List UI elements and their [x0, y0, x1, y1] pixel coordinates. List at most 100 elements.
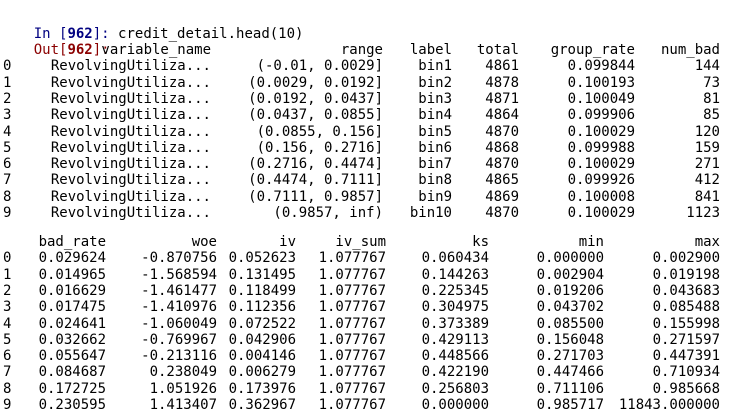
- table-cell: 0.230595: [16, 397, 106, 413]
- table-cell: 4861: [459, 58, 519, 74]
- table-cell: (0.156, 0.2716]: [213, 140, 383, 156]
- table-cell: 0.043683: [605, 283, 720, 299]
- table-cell: -0.769967: [117, 332, 217, 348]
- table-cell: 0.172725: [16, 381, 106, 397]
- table-cell: RevolvingUtiliza...: [21, 140, 211, 156]
- input-line[interactable]: In [962]: credit_detail.head(10): [0, 10, 303, 26]
- row-index: 5: [3, 332, 11, 348]
- table-cell: 1.077767: [306, 267, 386, 283]
- column-header: num_bad: [640, 42, 720, 58]
- column-header: iv: [216, 234, 296, 250]
- table-cell: 0.985668: [605, 381, 720, 397]
- row-index: 4: [3, 124, 11, 140]
- input-code[interactable]: credit_detail.head(10): [118, 26, 303, 42]
- table-cell: 0.100049: [525, 91, 635, 107]
- table-cell: 0.447466: [504, 364, 604, 380]
- table-cell: bin4: [392, 107, 452, 123]
- table-cell: 0.131495: [216, 267, 296, 283]
- row-index: 6: [3, 348, 11, 364]
- table-cell: -0.213116: [117, 348, 217, 364]
- row-index: 8: [3, 189, 11, 205]
- table-cell: -1.461477: [117, 283, 217, 299]
- table-cell: RevolvingUtiliza...: [21, 156, 211, 172]
- table-cell: -1.060049: [117, 316, 217, 332]
- table-cell: 0.072522: [216, 316, 296, 332]
- table-cell: (-0.01, 0.0029]: [213, 58, 383, 74]
- table-cell: 0.043702: [504, 299, 604, 315]
- table-cell: (0.0029, 0.0192]: [213, 75, 383, 91]
- table-cell: 1.077767: [306, 397, 386, 413]
- table-cell: 0.099926: [525, 172, 635, 188]
- table-cell: 0.711106: [504, 381, 604, 397]
- table-cell: 0.173976: [216, 381, 296, 397]
- table-cell: 0.271703: [504, 348, 604, 364]
- table-cell: -1.568594: [117, 267, 217, 283]
- table-cell: 4871: [459, 91, 519, 107]
- column-header: total: [459, 42, 519, 58]
- table-cell: 0.084687: [16, 364, 106, 380]
- table-cell: RevolvingUtiliza...: [21, 189, 211, 205]
- table-cell: 0.422190: [399, 364, 489, 380]
- table-cell: 0.000000: [399, 397, 489, 413]
- column-header: group_rate: [525, 42, 635, 58]
- table-cell: 0.004146: [216, 348, 296, 364]
- row-index: 1: [3, 75, 11, 91]
- table-cell: 4870: [459, 124, 519, 140]
- table-cell: RevolvingUtiliza...: [21, 124, 211, 140]
- row-index: 2: [3, 283, 11, 299]
- table-cell: 1.077767: [306, 283, 386, 299]
- table-cell: 0.017475: [16, 299, 106, 315]
- table-cell: 0.710934: [605, 364, 720, 380]
- row-index: 7: [3, 172, 11, 188]
- table-cell: 11843.000000: [605, 397, 720, 413]
- row-index: 8: [3, 381, 11, 397]
- row-index: 0: [3, 58, 11, 74]
- table-cell: RevolvingUtiliza...: [21, 58, 211, 74]
- row-index: 4: [3, 316, 11, 332]
- column-header: ks: [399, 234, 489, 250]
- table-cell: RevolvingUtiliza...: [21, 75, 211, 91]
- row-index: 0: [3, 250, 11, 266]
- table-cell: 0.100029: [525, 124, 635, 140]
- table-cell: 0.024641: [16, 316, 106, 332]
- table-cell: 1.077767: [306, 332, 386, 348]
- table-cell: 0.052623: [216, 250, 296, 266]
- table-cell: 0.985717: [504, 397, 604, 413]
- table-cell: 4868: [459, 140, 519, 156]
- output-prompt: Out[962]:: [0, 26, 110, 42]
- table-cell: 0.155998: [605, 316, 720, 332]
- table-cell: 1.077767: [306, 381, 386, 397]
- table-cell: 1123: [640, 205, 720, 221]
- table-cell: RevolvingUtiliza...: [21, 205, 211, 221]
- table-cell: 0.029624: [16, 250, 106, 266]
- row-index: 9: [3, 205, 11, 221]
- row-index: 9: [3, 397, 11, 413]
- table-cell: 0.373389: [399, 316, 489, 332]
- table-cell: bin5: [392, 124, 452, 140]
- table-cell: 0.099844: [525, 58, 635, 74]
- table-cell: 0.448566: [399, 348, 489, 364]
- table-cell: 0.156048: [504, 332, 604, 348]
- table-cell: 4865: [459, 172, 519, 188]
- table-cell: 0.238049: [117, 364, 217, 380]
- table-cell: (0.7111, 0.9857]: [213, 189, 383, 205]
- table-cell: 271: [640, 156, 720, 172]
- table-cell: bin9: [392, 189, 452, 205]
- table-cell: 0.000000: [504, 250, 604, 266]
- table-cell: 1.077767: [306, 364, 386, 380]
- table-cell: 1.077767: [306, 316, 386, 332]
- table-cell: 0.144263: [399, 267, 489, 283]
- table-cell: -1.410976: [117, 299, 217, 315]
- column-header: label: [392, 42, 452, 58]
- table-cell: 85: [640, 107, 720, 123]
- table-cell: 0.019206: [504, 283, 604, 299]
- table-cell: bin6: [392, 140, 452, 156]
- table-cell: 81: [640, 91, 720, 107]
- table-cell: 0.256803: [399, 381, 489, 397]
- table-cell: 0.060434: [399, 250, 489, 266]
- column-header: bad_rate: [16, 234, 106, 250]
- table-cell: 0.429113: [399, 332, 489, 348]
- table-cell: -0.870756: [117, 250, 217, 266]
- column-header: min: [504, 234, 604, 250]
